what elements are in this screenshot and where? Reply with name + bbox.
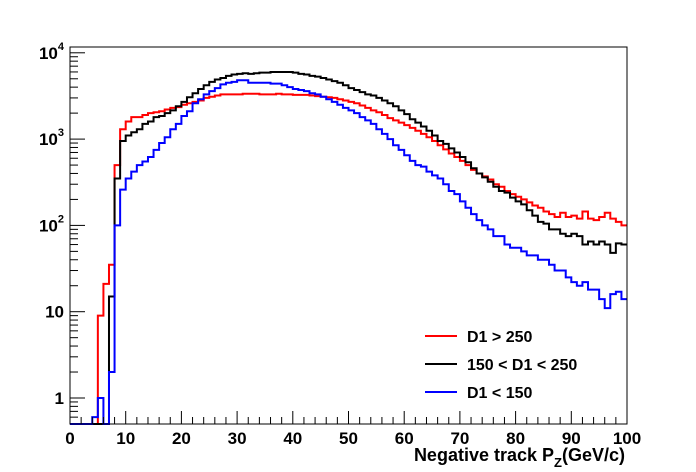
- y-tick-label: 104: [39, 41, 65, 63]
- y-tick-label: 1: [55, 389, 64, 408]
- x-tick-label: 100: [613, 429, 641, 448]
- x-tick-label: 60: [395, 429, 414, 448]
- series-line-d1-250: [70, 92, 627, 425]
- y-tick-label: 102: [39, 213, 64, 235]
- x-tick-label: 40: [283, 429, 302, 448]
- x-tick-label: 20: [172, 429, 191, 448]
- y-tick-label: 103: [39, 127, 64, 149]
- x-tick-label: 0: [65, 429, 74, 448]
- series-line-150-d1-250: [70, 70, 627, 425]
- x-tick-label: 90: [562, 429, 581, 448]
- series-layer: [70, 70, 627, 425]
- x-tick-label: 80: [506, 429, 525, 448]
- legend-label-d1-250: D1 > 250: [467, 329, 532, 346]
- legend-label-d1-150: D1 < 150: [467, 385, 532, 402]
- x-tick-label: 10: [116, 429, 135, 448]
- series-line-d1-150: [70, 79, 627, 425]
- x-tick-label: 50: [339, 429, 358, 448]
- x-axis-title: Negative track PZ(GeV/c): [414, 445, 625, 470]
- legend: D1 > 250 150 < D1 < 250 D1 < 150: [425, 329, 577, 402]
- x-tick-label: 30: [228, 429, 247, 448]
- legend-label-150-d1-250: 150 < D1 < 250: [467, 357, 577, 374]
- x-tick-label: 70: [450, 429, 469, 448]
- y-tick-label: 10: [45, 303, 64, 322]
